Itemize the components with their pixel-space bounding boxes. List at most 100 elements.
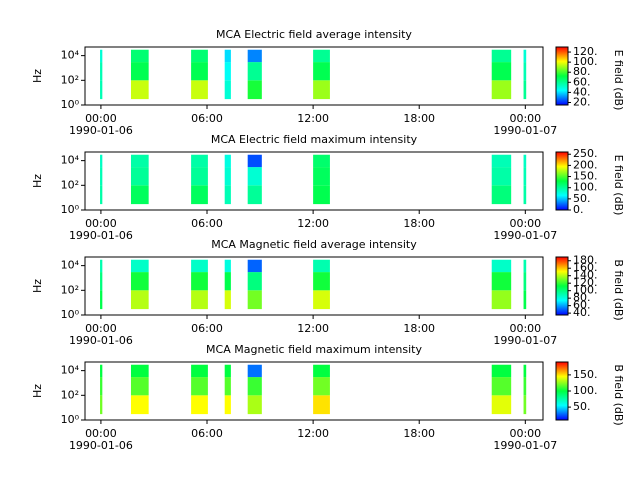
spectrogram-cell	[130, 80, 149, 100]
colorbar-tick-label: 20.	[573, 95, 591, 108]
spectrogram-cell	[130, 49, 149, 63]
spectrogram-cell	[224, 259, 231, 273]
x-tick-label: 00:00	[85, 217, 117, 230]
y-tick-label: 10²	[61, 388, 79, 401]
spectrogram-cell	[130, 377, 149, 396]
spectrogram-cell	[313, 377, 330, 396]
x-tick-date: 1990-01-06	[69, 124, 133, 137]
colorbar-tick-label: 80.	[573, 65, 591, 78]
colorbar-tick-label: 200.	[573, 158, 598, 171]
panel-title: MCA Magnetic field average intensity	[211, 238, 417, 251]
x-tick-label: 00:00	[509, 427, 541, 440]
spectrogram-cell	[523, 154, 527, 168]
x-tick-label: 00:00	[509, 217, 541, 230]
spectrogram-cell	[191, 167, 208, 186]
spectrogram-cell	[130, 290, 149, 310]
colorbar-tick-label: 120.	[573, 45, 598, 58]
spectrogram-cell	[247, 364, 262, 378]
colorbar-tick-label: 180.	[573, 254, 598, 267]
x-tick-label: 18:00	[403, 217, 435, 230]
spectrogram-cell	[191, 62, 208, 81]
spectrogram-cell	[523, 259, 527, 273]
spectrogram-cell	[313, 167, 330, 186]
spectrogram-cell	[191, 259, 208, 273]
x-tick-date: 1990-01-07	[493, 334, 557, 347]
colorbar-tick-label: 100.	[573, 384, 598, 397]
spectrogram-cell	[130, 395, 149, 415]
spectrogram-cell	[491, 62, 512, 81]
colorbar-tick-label: 250.	[573, 147, 598, 160]
x-tick-date: 1990-01-07	[493, 124, 557, 137]
spectrogram-cell	[247, 62, 262, 81]
spectrogram-cell	[491, 272, 512, 291]
colorbar-tick-label: 150.	[573, 170, 598, 183]
spectrogram-cell	[224, 272, 231, 291]
spectrogram-cell	[523, 62, 527, 81]
spectrogram-cell	[224, 395, 231, 415]
spectrogram-cell	[130, 364, 149, 378]
spectrogram-cell	[224, 49, 231, 63]
spectrogram-cell	[313, 49, 330, 63]
colorbar-tick-label: 60.	[573, 75, 591, 88]
spectrogram-cell	[491, 49, 512, 63]
x-tick-date: 1990-01-07	[493, 439, 557, 452]
spectrogram-cell	[130, 272, 149, 291]
colorbar-tick-label: 0.	[573, 203, 584, 216]
y-tick-label: 10⁴	[61, 154, 80, 167]
spectrogram-cell	[523, 290, 527, 310]
spectrogram-cell	[523, 395, 527, 415]
spectrogram-cell	[491, 377, 512, 396]
spectrogram-cell	[313, 364, 330, 378]
spectrogram-cell	[523, 185, 527, 205]
y-tick-label: 10⁴	[61, 49, 80, 62]
spectrogram-cell	[313, 80, 330, 100]
spectrogram-cell	[100, 154, 103, 168]
spectrogram-cell	[491, 185, 512, 205]
spectrogram-cell	[191, 49, 208, 63]
colorbar-tick-label: 100.	[573, 55, 598, 68]
spectrogram-cell	[247, 80, 262, 100]
spectrogram-cell	[224, 167, 231, 186]
spectrogram-cell	[491, 290, 512, 310]
spectrogram-cell	[191, 290, 208, 310]
spectrogram-cell	[191, 154, 208, 168]
spectrogram-cell	[491, 395, 512, 415]
spectrogram-cell	[130, 185, 149, 205]
spectrogram-cell	[130, 259, 149, 273]
colorbar-tick-label: 100.	[573, 181, 598, 194]
plot-frame	[84, 361, 544, 421]
spectrogram-cell	[191, 377, 208, 396]
colorbar-tick-label: 120.	[573, 276, 598, 289]
spectrogram-cell	[313, 185, 330, 205]
colorbar-label: B field (dB)	[612, 259, 625, 320]
spectrogram-cell	[491, 364, 512, 378]
colorbar-tick-label: 40.	[573, 306, 591, 319]
spectrogram-cell	[491, 80, 512, 100]
colorbar-tick-label: 80.	[573, 291, 591, 304]
colorbar-tick-label: 50.	[573, 192, 591, 205]
x-tick-label: 12:00	[297, 322, 329, 335]
x-tick-date: 1990-01-06	[69, 439, 133, 452]
y-tick-label: 10⁴	[61, 259, 80, 272]
x-tick-label: 18:00	[403, 112, 435, 125]
plot-frame	[84, 46, 544, 106]
spectrogram-cell	[100, 364, 103, 378]
spectrogram-cell	[491, 154, 512, 168]
colorbar-tick-label: 60.	[573, 299, 591, 312]
panel-title: MCA Electric field maximum intensity	[211, 133, 418, 146]
spectrogram-cell	[523, 364, 527, 378]
y-axis-label: Hz	[31, 69, 44, 83]
spectrogram-cell	[130, 154, 149, 168]
spectrogram-cell	[247, 290, 262, 310]
spectrogram-cell	[523, 272, 527, 291]
y-tick-label: 10⁴	[61, 364, 80, 377]
x-tick-label: 06:00	[191, 322, 223, 335]
spectrogram-cell	[224, 80, 231, 100]
colorbar	[555, 256, 569, 316]
spectrogram-cell	[313, 154, 330, 168]
spectrogram-cell	[523, 377, 527, 396]
x-tick-label: 12:00	[297, 112, 329, 125]
x-tick-label: 00:00	[85, 322, 117, 335]
spectrogram-cell	[100, 185, 103, 205]
colorbar-tick-label: 160.	[573, 261, 598, 274]
